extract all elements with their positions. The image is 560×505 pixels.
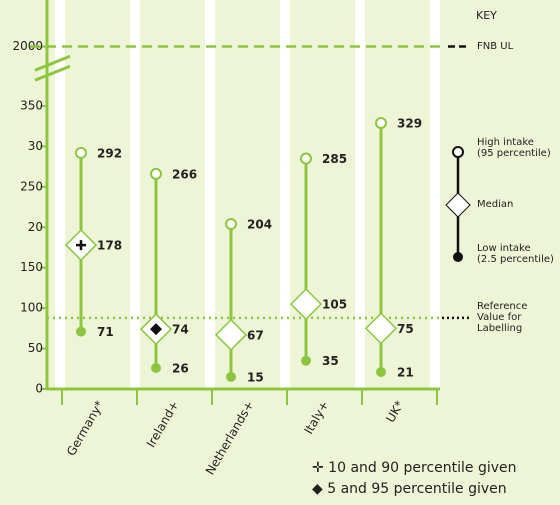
- high-point: [300, 152, 312, 165]
- value-label: 204: [247, 218, 272, 232]
- median-point: [289, 288, 323, 321]
- note: ◆ 5 and 95 percentile given: [312, 481, 507, 497]
- y-tick-label: 30: [28, 139, 43, 153]
- stripe: [355, 0, 365, 389]
- high-point: [75, 146, 87, 159]
- median-point: [364, 312, 398, 345]
- stripe: [430, 0, 440, 389]
- value-label: 105: [322, 298, 347, 312]
- x-tick-label: Italy+: [301, 398, 331, 436]
- stripe: [280, 0, 290, 389]
- high-point: [225, 218, 237, 231]
- value-label: 67: [247, 328, 264, 342]
- key-low: [453, 252, 463, 262]
- y-tick-label: 0: [35, 382, 43, 396]
- value-label: 292: [97, 146, 122, 160]
- key-low: Low intake (2.5 percentile): [477, 243, 554, 265]
- high-point: [150, 167, 162, 180]
- reference-label: FNB UL: [477, 41, 514, 53]
- y-tick-label: 20: [28, 220, 43, 234]
- value-label: 26: [172, 361, 189, 375]
- stripe: [130, 0, 140, 389]
- median-cross: [76, 240, 86, 251]
- value-label: 35: [322, 354, 339, 368]
- high-point: [375, 116, 387, 129]
- key-high: High intake (95 percentile): [477, 137, 551, 159]
- x-tick-label: Germany*: [64, 398, 107, 458]
- value-label: 266: [172, 167, 197, 181]
- value-label: 71: [97, 325, 114, 339]
- low-point: [151, 362, 161, 373]
- value-label: 75: [397, 322, 414, 336]
- value-label: 329: [397, 116, 422, 130]
- value-label: 15: [247, 370, 264, 384]
- y-tick-label: 100: [20, 301, 43, 315]
- key-title: KEY: [476, 9, 497, 22]
- value-label: 178: [97, 239, 122, 253]
- y-tick-label: 50: [28, 341, 43, 355]
- median-filled: [150, 323, 162, 336]
- key-median: Median: [477, 199, 514, 210]
- stripe: [205, 0, 215, 389]
- low-point: [76, 326, 86, 337]
- x-tick-label: Ireland+: [144, 398, 182, 450]
- low-point: [301, 355, 311, 366]
- value-label: 285: [322, 152, 347, 166]
- y-tick-label: 2000: [12, 39, 43, 53]
- key-high: [452, 146, 464, 158]
- x-tick-label: Netherlands+: [203, 398, 257, 477]
- value-label: 74: [172, 323, 189, 337]
- y-tick-label: 150: [20, 260, 43, 274]
- reference-label: Reference Value for Labelling: [477, 301, 528, 335]
- median-point: [214, 318, 248, 351]
- low-point: [376, 367, 386, 378]
- value-label: 21: [397, 366, 414, 380]
- x-tick-label: UK*: [383, 398, 406, 425]
- axis-break: [34, 64, 71, 82]
- y-tick-label: 250: [20, 179, 43, 193]
- stripe: [55, 0, 65, 389]
- low-point: [226, 371, 236, 382]
- y-tick-label: 350: [20, 98, 43, 112]
- note: ✛ 10 and 90 percentile given: [312, 460, 517, 476]
- axis-break: [34, 54, 71, 72]
- key-median: [445, 192, 471, 218]
